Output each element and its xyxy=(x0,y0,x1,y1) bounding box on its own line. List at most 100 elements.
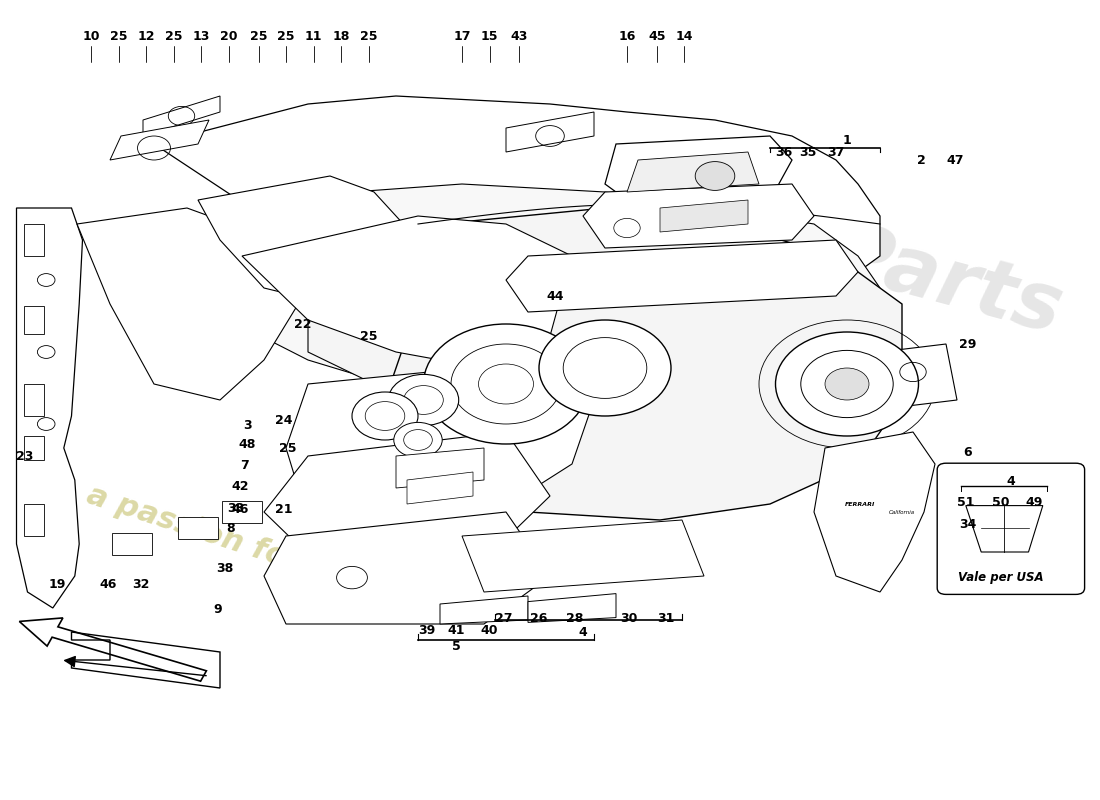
Text: 20: 20 xyxy=(220,30,238,42)
Text: 3: 3 xyxy=(243,419,252,432)
Polygon shape xyxy=(198,176,418,304)
Text: 38: 38 xyxy=(216,562,233,574)
Text: 30: 30 xyxy=(620,612,638,625)
Polygon shape xyxy=(440,596,528,624)
Text: 46: 46 xyxy=(99,578,117,590)
Text: 44: 44 xyxy=(547,290,564,302)
Text: 51: 51 xyxy=(957,496,975,509)
Text: 29: 29 xyxy=(959,338,977,350)
Circle shape xyxy=(394,422,442,458)
Text: 27: 27 xyxy=(495,612,513,625)
Text: 26: 26 xyxy=(530,612,548,625)
Circle shape xyxy=(776,332,918,436)
Text: 25: 25 xyxy=(277,30,295,42)
Text: 47: 47 xyxy=(946,154,964,166)
Text: 25: 25 xyxy=(165,30,183,42)
Text: 6: 6 xyxy=(964,446,972,458)
Text: 34: 34 xyxy=(959,518,977,530)
Circle shape xyxy=(539,320,671,416)
Circle shape xyxy=(352,392,418,440)
Text: 23: 23 xyxy=(15,450,33,462)
Polygon shape xyxy=(583,184,814,248)
Text: 21: 21 xyxy=(275,503,293,516)
FancyBboxPatch shape xyxy=(937,463,1085,594)
Polygon shape xyxy=(264,512,550,624)
Circle shape xyxy=(424,324,588,444)
Text: 42: 42 xyxy=(231,480,249,493)
Polygon shape xyxy=(506,112,594,152)
Text: 15: 15 xyxy=(481,30,498,42)
Text: 31: 31 xyxy=(657,612,674,625)
Text: 17: 17 xyxy=(453,30,471,42)
Text: 1: 1 xyxy=(843,134,851,146)
Polygon shape xyxy=(77,208,308,400)
Text: 28: 28 xyxy=(565,612,583,625)
Bar xyxy=(24,436,44,460)
Text: 49: 49 xyxy=(1025,496,1043,509)
Polygon shape xyxy=(814,432,935,592)
Polygon shape xyxy=(396,448,484,488)
Bar xyxy=(24,224,44,256)
Text: 25: 25 xyxy=(360,30,377,42)
Text: 19: 19 xyxy=(48,578,66,590)
Text: 41: 41 xyxy=(448,624,465,637)
Polygon shape xyxy=(242,216,572,368)
Polygon shape xyxy=(528,594,616,622)
Bar xyxy=(24,384,44,416)
Polygon shape xyxy=(143,96,220,136)
Polygon shape xyxy=(178,517,218,539)
Text: 43: 43 xyxy=(510,30,528,42)
Text: 5: 5 xyxy=(452,640,461,653)
Text: 22: 22 xyxy=(294,318,311,330)
Bar xyxy=(24,504,44,536)
Text: 25: 25 xyxy=(360,330,377,342)
Text: euroParts: euroParts xyxy=(624,162,1070,350)
Polygon shape xyxy=(462,520,704,592)
Polygon shape xyxy=(264,432,550,576)
Text: 32: 32 xyxy=(132,578,150,590)
Text: 4: 4 xyxy=(579,626,587,638)
Text: 48: 48 xyxy=(239,438,256,450)
Polygon shape xyxy=(880,344,957,408)
Polygon shape xyxy=(506,240,858,312)
Text: 46: 46 xyxy=(231,503,249,516)
Text: 12: 12 xyxy=(138,30,155,42)
Text: 50: 50 xyxy=(992,496,1010,509)
Circle shape xyxy=(825,368,869,400)
Text: 45: 45 xyxy=(648,30,666,42)
Polygon shape xyxy=(308,224,704,416)
Polygon shape xyxy=(966,506,1043,552)
Text: 14: 14 xyxy=(675,30,693,42)
Polygon shape xyxy=(286,360,594,536)
Text: 40: 40 xyxy=(481,624,498,637)
Circle shape xyxy=(388,374,459,426)
Polygon shape xyxy=(222,501,262,523)
Text: 25: 25 xyxy=(250,30,267,42)
Polygon shape xyxy=(187,184,880,424)
Bar xyxy=(24,306,44,334)
Text: 4: 4 xyxy=(1006,475,1015,488)
Polygon shape xyxy=(605,136,792,208)
Text: 39: 39 xyxy=(418,624,436,637)
Text: a passion for parts: a passion for parts xyxy=(84,480,400,608)
Text: 33: 33 xyxy=(227,502,244,514)
Polygon shape xyxy=(112,533,152,555)
Polygon shape xyxy=(660,200,748,232)
Text: 13: 13 xyxy=(192,30,210,42)
Polygon shape xyxy=(385,208,902,520)
Text: 18: 18 xyxy=(332,30,350,42)
Text: 2: 2 xyxy=(917,154,926,166)
Text: FERRARI: FERRARI xyxy=(845,502,876,506)
Text: Vale per USA: Vale per USA xyxy=(958,571,1044,584)
Polygon shape xyxy=(16,208,82,608)
Polygon shape xyxy=(110,120,209,160)
Text: 35: 35 xyxy=(799,146,816,158)
Text: 25: 25 xyxy=(110,30,128,42)
Polygon shape xyxy=(154,96,880,320)
Text: 24: 24 xyxy=(275,414,293,426)
Text: 8: 8 xyxy=(227,522,235,534)
Text: 7: 7 xyxy=(240,459,249,472)
Text: 16: 16 xyxy=(618,30,636,42)
Polygon shape xyxy=(407,472,473,504)
Text: 9: 9 xyxy=(213,603,222,616)
